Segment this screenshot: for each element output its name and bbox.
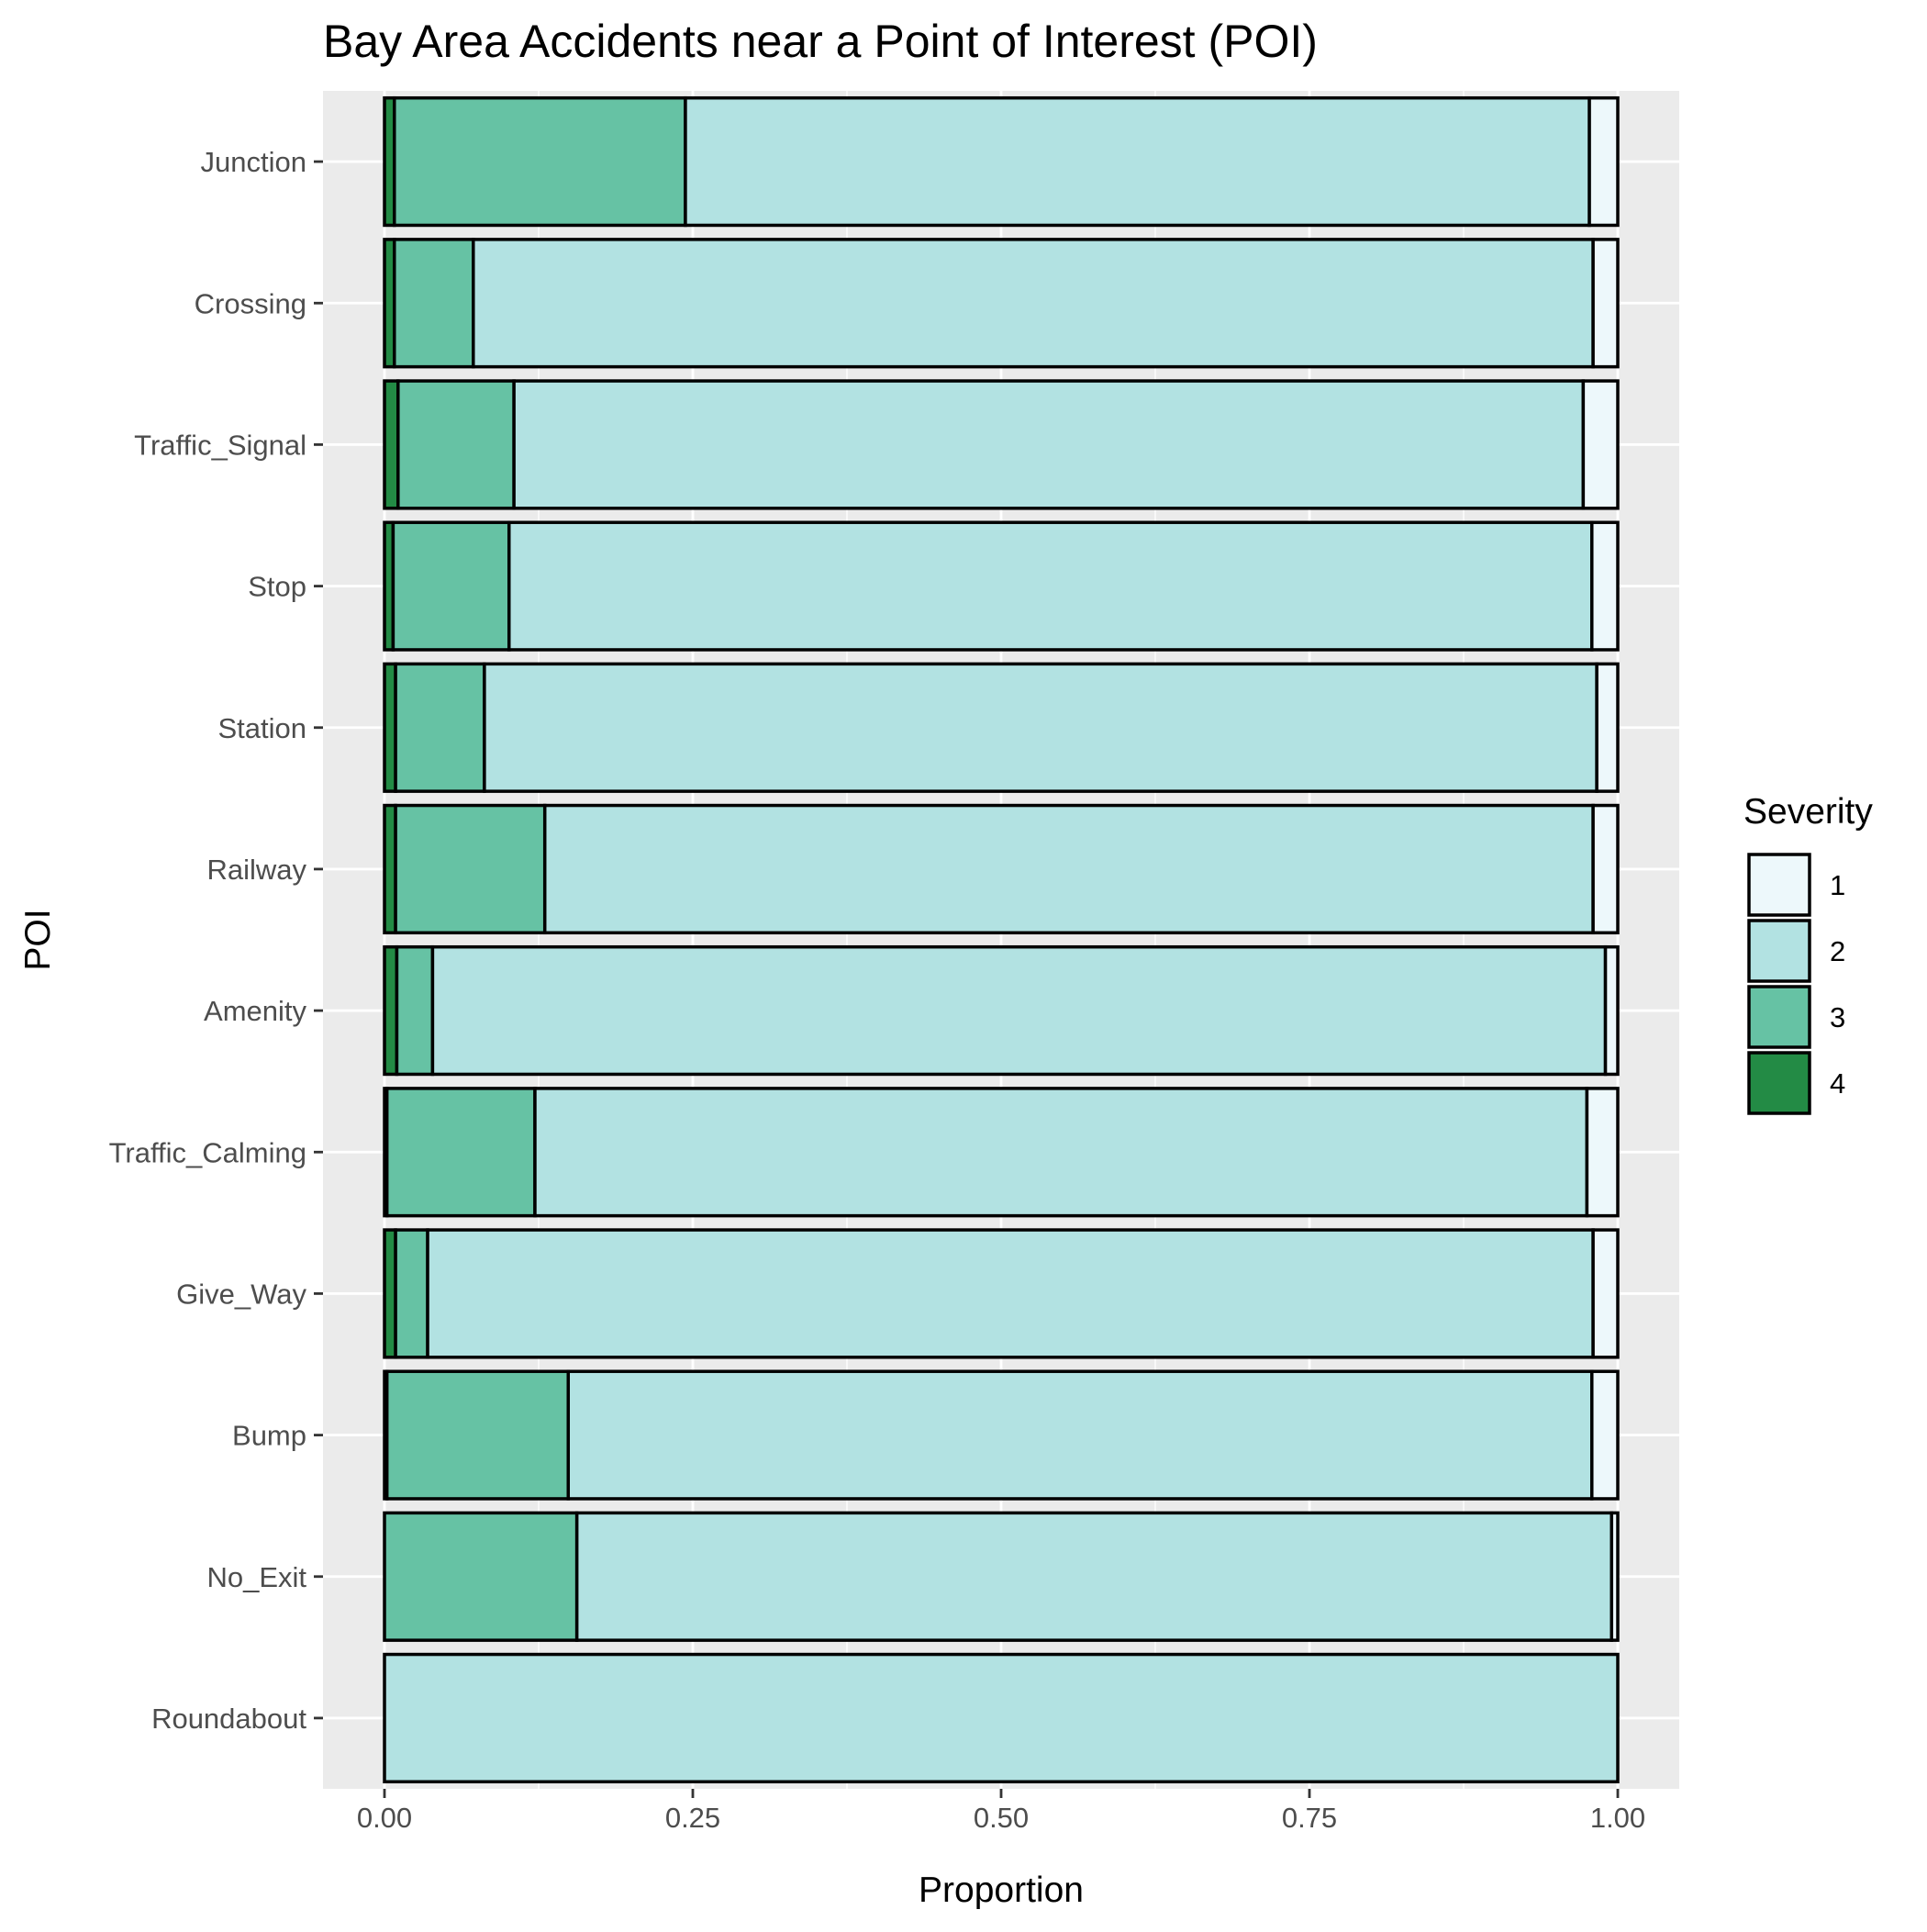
x-axis-title: Proportion xyxy=(919,1871,1084,1910)
legend-title: Severity xyxy=(1743,792,1873,832)
y-tick-label-traffic-calming: Traffic_Calming xyxy=(109,1136,306,1168)
bar-stop-severity-1 xyxy=(1590,520,1620,652)
y-tick-label-traffic-signal: Traffic_Signal xyxy=(134,429,306,461)
bar-traffic-calming-severity-2 xyxy=(533,1087,1589,1218)
bar-junction-severity-2 xyxy=(684,95,1591,228)
legend-key-2 xyxy=(1747,919,1811,983)
y-tick-label-station: Station xyxy=(217,712,306,744)
bar-give-way-severity-1 xyxy=(1591,1228,1620,1359)
x-axis: 0.00 0.25 0.50 0.75 1.00 xyxy=(357,1789,1645,1834)
bar-bump-severity-2 xyxy=(566,1369,1594,1501)
y-tick-label-crossing: Crossing xyxy=(195,287,306,319)
bars xyxy=(383,95,1620,1784)
bar-roundabout-severity-2 xyxy=(383,1652,1620,1784)
bar-railway-severity-1 xyxy=(1591,803,1620,935)
bar-railway-severity-4 xyxy=(383,803,397,935)
bar-station-severity-1 xyxy=(1595,662,1620,793)
y-axis-title: POI xyxy=(18,909,58,970)
x-tick-label: 0.50 xyxy=(974,1802,1029,1834)
bar-amenity-severity-3 xyxy=(395,944,435,1077)
bar-traffic-signal-severity-3 xyxy=(396,379,516,510)
legend: Severity 1 2 3 4 xyxy=(1743,792,1873,1115)
x-tick-label: 0.00 xyxy=(357,1802,412,1834)
bar-no-exit-severity-3 xyxy=(383,1511,579,1642)
y-tick-label-stop: Stop xyxy=(248,571,306,603)
bar-railway-severity-3 xyxy=(394,803,547,935)
bar-crossing-severity-1 xyxy=(1591,238,1620,369)
bar-no-exit-severity-2 xyxy=(574,1511,1614,1642)
x-tick-label: 0.25 xyxy=(665,1802,720,1834)
bar-junction-severity-1 xyxy=(1587,95,1620,228)
x-tick-label: 0.75 xyxy=(1282,1802,1337,1834)
bar-traffic-signal-severity-1 xyxy=(1581,379,1620,510)
bar-give-way-severity-4 xyxy=(383,1228,397,1359)
y-axis: Junction Crossing Traffic_Signal Stop Statio… xyxy=(109,146,323,1735)
bar-bump-severity-1 xyxy=(1590,1369,1620,1501)
bar-give-way-severity-3 xyxy=(394,1228,429,1359)
y-tick-label-give-way: Give_Way xyxy=(176,1278,306,1310)
y-tick-label-bump: Bump xyxy=(232,1420,306,1452)
x-tick-label: 1.00 xyxy=(1590,1802,1645,1834)
chart-title: Bay Area Accidents near a Point of Inter… xyxy=(323,16,1318,67)
bar-no-exit-severity-1 xyxy=(1610,1511,1620,1642)
bar-traffic-signal-severity-4 xyxy=(383,379,400,510)
y-tick-label-railway: Railway xyxy=(206,854,306,886)
legend-key-4 xyxy=(1747,1051,1811,1115)
bar-station-severity-3 xyxy=(394,662,486,793)
legend-key-1 xyxy=(1747,853,1811,917)
bar-give-way-severity-2 xyxy=(426,1228,1595,1359)
y-tick-label-no-exit: No_Exit xyxy=(206,1561,306,1593)
bar-station-severity-2 xyxy=(483,662,1598,793)
bar-crossing-severity-3 xyxy=(393,238,475,369)
legend-key-3 xyxy=(1747,985,1811,1049)
bar-amenity-severity-4 xyxy=(383,944,399,1077)
bar-stop-severity-3 xyxy=(391,520,511,652)
bar-traffic-calming-severity-3 xyxy=(384,1087,537,1218)
y-tick-label-junction: Junction xyxy=(201,146,306,178)
legend-label-1: 1 xyxy=(1830,869,1845,901)
bar-traffic-signal-severity-2 xyxy=(512,379,1586,510)
bar-amenity-severity-1 xyxy=(1603,944,1620,1077)
bar-junction-severity-3 xyxy=(393,95,687,228)
bar-railway-severity-2 xyxy=(542,803,1595,935)
bar-amenity-severity-2 xyxy=(430,944,1608,1077)
bar-bump-severity-3 xyxy=(384,1369,571,1501)
bar-traffic-calming-severity-1 xyxy=(1585,1087,1620,1218)
y-tick-label-roundabout: Roundabout xyxy=(151,1703,306,1735)
y-tick-label-amenity: Amenity xyxy=(204,995,306,1027)
bar-stop-severity-2 xyxy=(507,520,1594,652)
legend-label-4: 4 xyxy=(1830,1067,1845,1100)
legend-label-2: 2 xyxy=(1830,935,1845,967)
bar-crossing-severity-2 xyxy=(472,238,1595,369)
bar-station-severity-4 xyxy=(383,662,397,793)
legend-label-3: 3 xyxy=(1830,1001,1845,1033)
